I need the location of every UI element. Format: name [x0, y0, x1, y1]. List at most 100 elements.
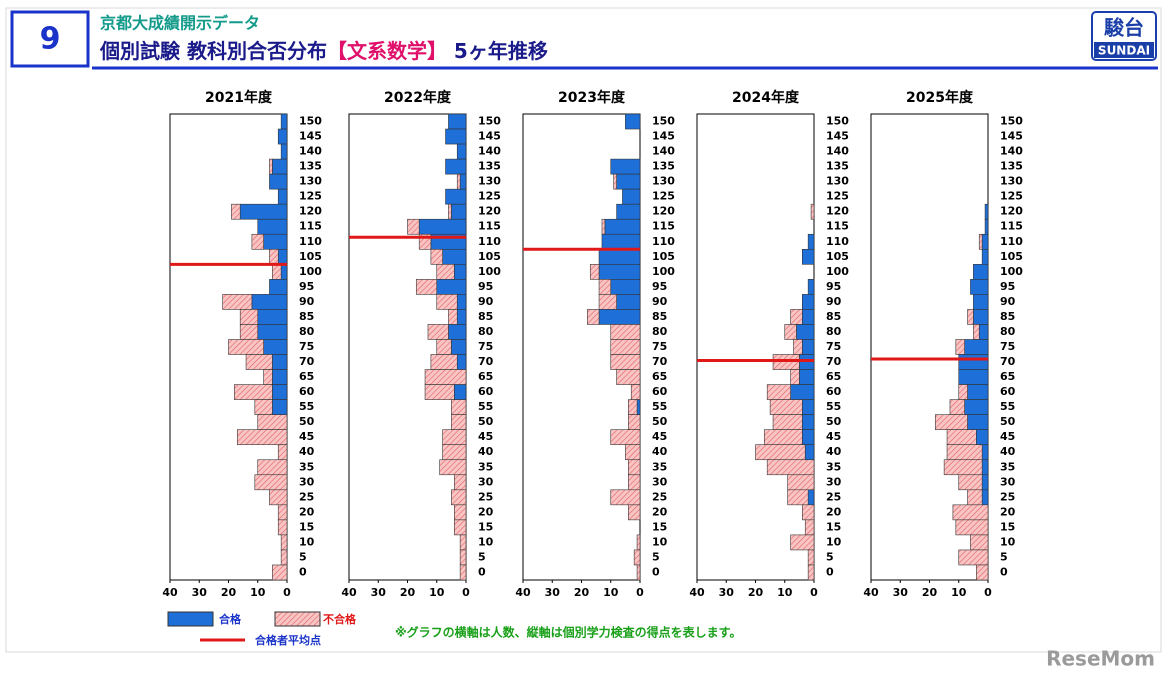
pass-bar	[610, 279, 641, 295]
fail-bar	[633, 549, 641, 566]
y-tick-label: 0	[826, 565, 834, 578]
y-tick-label: 100	[826, 265, 849, 278]
y-tick-label: 30	[299, 475, 315, 488]
y-tick-label: 135	[299, 160, 322, 173]
fail-bar	[766, 459, 815, 476]
fail-bar	[630, 384, 641, 400]
y-tick-label: 55	[652, 400, 667, 413]
fail-bar	[755, 444, 806, 461]
y-tick-label: 55	[826, 400, 841, 413]
histogram: 2022年度1501451401351301251201151101051009…	[341, 89, 501, 599]
title-part: 【	[327, 39, 347, 63]
y-tick-label: 40	[826, 445, 842, 458]
y-tick-label: 5	[1000, 550, 1008, 563]
y-tick-label: 130	[826, 175, 849, 188]
y-tick-label: 60	[478, 385, 494, 398]
y-tick-label: 80	[299, 325, 315, 338]
pass-bar	[272, 369, 288, 385]
fail-bar	[787, 489, 809, 506]
y-tick-label: 95	[826, 280, 841, 293]
y-tick-label: 0	[478, 565, 486, 578]
y-tick-label: 145	[1000, 130, 1023, 143]
x-tick-label: 10	[429, 586, 445, 599]
y-tick-label: 140	[1000, 145, 1023, 158]
pass-bar	[445, 158, 467, 175]
fail-bar	[958, 384, 968, 400]
y-tick-label: 0	[299, 565, 307, 578]
fail-bar	[807, 564, 815, 581]
y-tick-label: 100	[652, 265, 675, 278]
fail-bar	[459, 549, 467, 566]
title-highlight: 文系数学	[347, 39, 427, 63]
y-tick-label: 75	[652, 340, 667, 353]
pass-bar	[459, 173, 467, 190]
y-tick-label: 55	[1000, 400, 1015, 413]
fail-bar	[254, 399, 273, 415]
fail-bar	[973, 324, 980, 340]
fail-bar	[766, 384, 791, 400]
y-tick-label: 30	[826, 475, 842, 488]
fail-bar	[763, 429, 803, 446]
y-tick-label: 40	[299, 445, 315, 458]
y-tick-label: 15	[826, 520, 841, 533]
pass-bar	[442, 248, 467, 265]
y-tick-label: 125	[299, 190, 322, 203]
fail-bar	[790, 369, 800, 385]
pass-bar	[269, 173, 288, 190]
fail-bar	[459, 534, 467, 551]
y-tick-label: 65	[478, 370, 493, 383]
fail-bar	[946, 429, 977, 446]
pass-bar	[807, 489, 815, 506]
histogram: 2024年度1501451401351301251201151101051009…	[689, 89, 849, 599]
y-tick-label: 5	[826, 550, 834, 563]
y-tick-label: 15	[1000, 520, 1015, 533]
fail-bar	[430, 354, 458, 370]
y-tick-label: 80	[1000, 325, 1016, 338]
pass-bar	[272, 354, 288, 370]
logo-bottom: SUNDAI	[1098, 44, 1150, 58]
y-tick-label: 95	[299, 280, 314, 293]
y-tick-label: 115	[478, 220, 501, 233]
fail-bar	[610, 429, 641, 446]
y-tick-label: 105	[652, 250, 675, 263]
y-tick-label: 45	[1000, 430, 1015, 443]
pass-bar	[277, 188, 288, 205]
chart-title: 2023年度	[558, 89, 626, 106]
y-tick-label: 95	[478, 280, 493, 293]
subtitle: 京都大成績開示データ	[100, 14, 260, 33]
pass-bar	[257, 309, 288, 325]
y-tick-label: 15	[478, 520, 493, 533]
pass-bar	[804, 444, 815, 461]
fail-bar	[610, 354, 641, 370]
y-tick-label: 150	[826, 115, 849, 128]
fail-bar	[236, 429, 288, 446]
pass-bar	[801, 399, 815, 415]
fail-bar	[451, 399, 467, 415]
pass-bar	[451, 203, 467, 220]
y-tick-label: 60	[1000, 385, 1016, 398]
pass-bar	[799, 354, 815, 370]
title-part: 個別試験 教科別合否分布	[99, 39, 327, 63]
fail-bar	[277, 444, 288, 461]
fail-bar	[955, 339, 965, 355]
pass-bar	[964, 399, 989, 415]
fail-bar	[257, 459, 288, 476]
pass-bar	[280, 143, 288, 160]
y-tick-label: 50	[1000, 415, 1016, 428]
pass-bar	[277, 128, 288, 145]
y-tick-label: 35	[652, 460, 667, 473]
y-tick-label: 50	[826, 415, 842, 428]
x-tick-label: 40	[689, 586, 705, 599]
fail-bar	[943, 459, 983, 476]
y-tick-label: 110	[478, 235, 501, 248]
pass-bar	[790, 384, 815, 400]
pass-bar	[981, 248, 989, 265]
fail-bar	[277, 519, 288, 536]
y-tick-label: 120	[478, 205, 501, 218]
y-tick-label: 5	[299, 550, 307, 563]
x-tick-label: 0	[810, 586, 818, 599]
fail-bar	[946, 444, 983, 461]
chart-title: 2024年度	[732, 89, 800, 106]
x-tick-label: 10	[250, 586, 266, 599]
y-tick-label: 25	[478, 490, 493, 503]
